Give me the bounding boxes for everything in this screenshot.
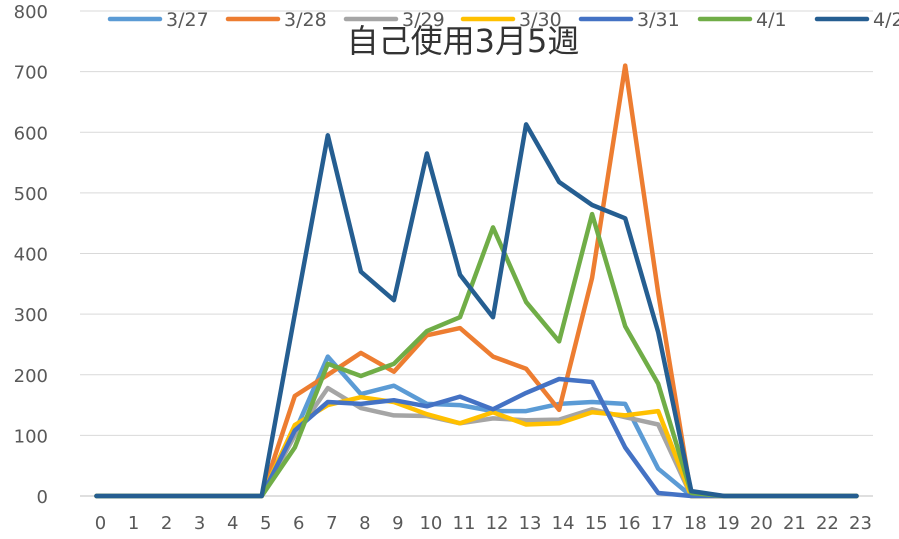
- x-tick-label: 2: [161, 513, 172, 534]
- x-tick-label: 6: [293, 513, 304, 534]
- x-tick-label: 14: [552, 513, 575, 534]
- x-tick-label: 1: [128, 513, 139, 534]
- y-tick-label: 300: [14, 305, 48, 326]
- x-tick-label: 15: [585, 513, 608, 534]
- x-tick-label: 9: [392, 513, 403, 534]
- legend-label: 4/2: [873, 9, 899, 31]
- legend-label: 3/29: [402, 9, 445, 31]
- y-tick-label: 700: [14, 63, 48, 84]
- x-tick-label: 22: [816, 513, 839, 534]
- y-tick-label: 200: [14, 366, 48, 387]
- x-tick-label: 17: [651, 513, 674, 534]
- legend-label: 4/1: [756, 9, 787, 31]
- x-tick-label: 11: [453, 513, 476, 534]
- y-tick-label: 600: [14, 123, 48, 144]
- legend-label: 3/28: [284, 9, 327, 31]
- chart-title: 自己使用3月5週: [347, 22, 580, 60]
- y-tick-label: 800: [14, 2, 48, 23]
- y-tick-label: 400: [14, 245, 48, 266]
- legend-label: 3/31: [637, 9, 680, 31]
- y-tick-label: 100: [14, 426, 48, 447]
- gridlines: [80, 10, 873, 436]
- y-tick-label: 0: [37, 487, 48, 508]
- y-tick-label: 500: [14, 184, 48, 205]
- x-tick-label: 23: [849, 513, 872, 534]
- x-tick-label: 5: [260, 513, 271, 534]
- x-tick-label: 19: [717, 513, 740, 534]
- x-tick-label: 10: [419, 513, 442, 534]
- series-lines: [94, 63, 859, 499]
- x-tick-label: 16: [618, 513, 641, 534]
- series-line-4-2: [94, 122, 859, 499]
- x-tick-label: 13: [519, 513, 542, 534]
- x-tick-label: 12: [486, 513, 509, 534]
- x-tick-label: 0: [95, 513, 106, 534]
- legend-label: 3/27: [166, 9, 209, 31]
- x-tick-label: 3: [194, 513, 205, 534]
- x-tick-label: 8: [359, 513, 370, 534]
- legend: 3/27 3/28 3/29 3/30 3/31 4/1 4/2: [107, 9, 899, 31]
- x-tick-label: 4: [227, 513, 238, 534]
- x-tick-label: 20: [750, 513, 773, 534]
- legend-label: 3/30: [519, 9, 562, 31]
- x-tick-label: 21: [783, 513, 806, 534]
- x-tick-label: 18: [684, 513, 707, 534]
- x-tick-label: 7: [326, 513, 337, 534]
